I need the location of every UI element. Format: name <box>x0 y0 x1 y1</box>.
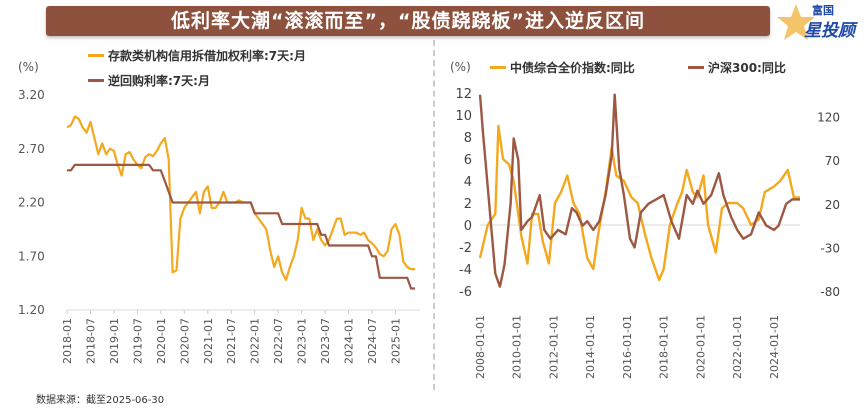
legend-swatch <box>490 66 506 69</box>
y-left-tick-label: 8 <box>464 131 472 146</box>
legend-label: 沪深300:同比 <box>708 61 786 75</box>
y-tick-label: 2.20 <box>18 196 45 210</box>
y-left-tick-label: 0 <box>464 219 472 234</box>
x-tick-label: 2018-01 <box>61 318 74 364</box>
title-banner: 低利率大潮“滚滚而至”，“股债跷跷板”进入逆反区间 <box>46 6 770 36</box>
brand-logo: 富国 星投顾 <box>776 2 856 42</box>
legend-item-interbank-rate: 存款类机构信用拆借加权利率:7天:月 <box>88 47 306 64</box>
x-tick-label: 2008-01-01 <box>474 315 487 379</box>
x-tick-label: 2018-07 <box>84 318 97 364</box>
x-tick-label: 2016-01-01 <box>621 315 634 379</box>
y-left-tick-label: -4 <box>459 263 472 278</box>
legend-swatch <box>88 54 104 57</box>
interbank-rate-line <box>66 115 415 281</box>
y-right-tick-label: -80 <box>820 285 840 299</box>
logo-text-main: 星投顾 <box>804 21 855 41</box>
star-icon <box>777 4 815 40</box>
legend-label: 逆回购利率:7天:月 <box>108 74 210 88</box>
x-tick-label: 2020-01 <box>155 318 168 364</box>
y-tick-label: 1.20 <box>18 303 45 317</box>
x-tick-label: 2023-01 <box>296 318 309 364</box>
y-right-tick-label: -30 <box>820 241 840 255</box>
x-tick-label: 2021-01 <box>202 318 215 364</box>
x-tick-label: 2018-01-01 <box>658 315 671 379</box>
x-tick-label: 2019-07 <box>131 318 144 364</box>
x-tick-label: 2023-07 <box>319 318 332 364</box>
y-right-tick-label: 70 <box>825 154 840 168</box>
bond-index-yoy-line <box>478 124 800 282</box>
csi300-yoy-line <box>478 93 800 288</box>
y-tick-label: 1.70 <box>18 249 45 263</box>
x-tick-label: 2014-01-01 <box>584 315 597 379</box>
x-tick-label: 2024-07 <box>366 318 379 364</box>
y-left-tick-label: 12 <box>455 87 472 102</box>
x-tick-label: 2022-07 <box>272 318 285 364</box>
legend-label: 存款类机构信用拆借加权利率:7天:月 <box>108 49 306 63</box>
x-tick-label: 2022-01-01 <box>731 315 744 379</box>
x-tick-label: 2020-07 <box>178 318 191 364</box>
left-unit-label: (%) <box>18 60 39 74</box>
x-tick-label: 2012-01-01 <box>547 315 560 379</box>
x-tick-label: 2025-01 <box>389 318 402 364</box>
y-left-tick-label: 10 <box>455 109 472 124</box>
y-left-tick-label: 2 <box>464 197 472 212</box>
y-left-tick-label: 6 <box>464 153 472 168</box>
y-right-tick-label: 120 <box>817 111 840 125</box>
legend-item-csi300: 沪深300:同比 <box>688 59 786 76</box>
legend-item-bond-index: 中债综合全价指数:同比 <box>490 59 635 76</box>
y-left-tick-label: -6 <box>459 285 472 300</box>
x-tick-label: 2010-01-01 <box>511 315 524 379</box>
logo-text-top: 富国 <box>812 4 834 17</box>
legend-swatch <box>688 66 704 69</box>
y-tick-label: 3.20 <box>18 88 45 102</box>
y-left-tick-label: -2 <box>459 241 472 256</box>
x-tick-label: 2022-01 <box>249 318 262 364</box>
y-left-tick-label: 4 <box>464 175 472 190</box>
legend-item-reverse-repo: 逆回购利率:7天:月 <box>88 72 210 89</box>
y-right-tick-label: 20 <box>825 198 840 212</box>
reverse-repo-line <box>67 163 415 290</box>
x-tick-label: 2021-07 <box>225 318 238 364</box>
x-tick-label: 2024-01-01 <box>768 315 781 379</box>
y-tick-label: 2.70 <box>18 142 45 156</box>
x-tick-label: 2024-01 <box>343 318 356 364</box>
right-unit-label: (%) <box>450 60 471 74</box>
x-tick-label: 2019-01 <box>108 318 121 364</box>
legend-label: 中债综合全价指数:同比 <box>510 61 635 75</box>
data-source: 数据来源：截至2025-06-30 <box>36 395 165 406</box>
x-tick-label: 2020-01-01 <box>694 315 707 379</box>
legend-swatch <box>88 79 104 82</box>
divider <box>433 40 435 390</box>
